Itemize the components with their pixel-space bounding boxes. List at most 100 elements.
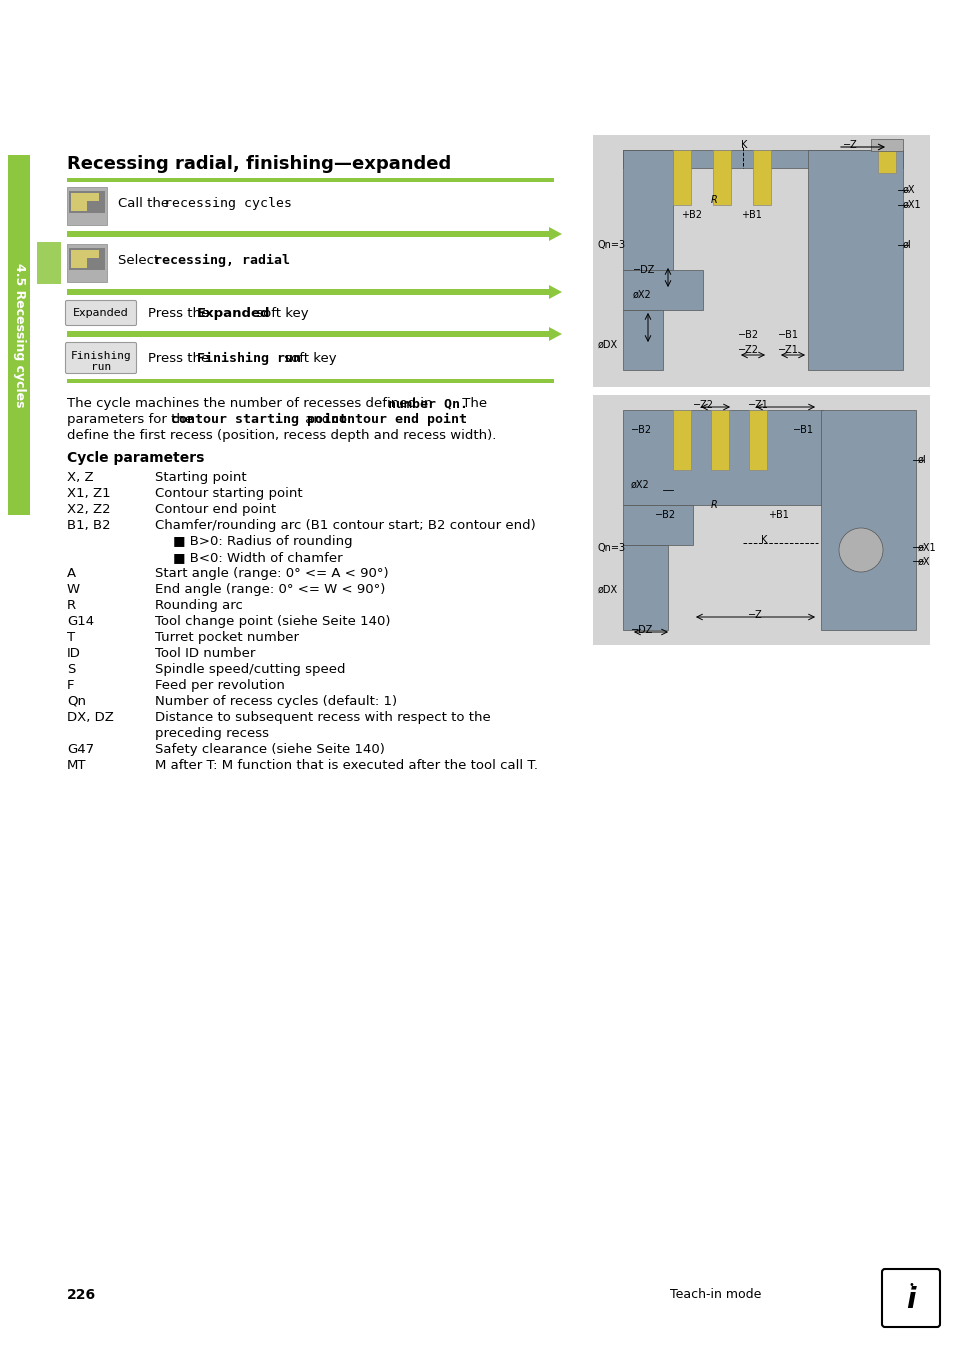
Text: Tool ID number: Tool ID number [154, 647, 255, 660]
Text: number Qn.: number Qn. [388, 397, 468, 410]
Text: +B1: +B1 [767, 510, 788, 520]
Text: Finishing: Finishing [71, 351, 132, 360]
Bar [622, 310, 662, 370]
Bar [821, 410, 915, 630]
Text: ID: ID [67, 647, 81, 660]
Text: A: A [67, 567, 76, 580]
Text: Distance to subsequent recess with respect to the: Distance to subsequent recess with respe… [154, 711, 490, 724]
Text: −B2: −B2 [655, 510, 676, 520]
Bar [807, 150, 902, 370]
Text: preceding recess: preceding recess [154, 728, 269, 740]
Bar [67, 331, 548, 338]
Bar [712, 150, 730, 205]
Text: Tool change point (siehe Seite 140): Tool change point (siehe Seite 140) [154, 616, 390, 628]
Text: −B2: −B2 [738, 329, 759, 340]
Bar [710, 410, 728, 470]
Bar [67, 178, 554, 182]
Text: øDX: øDX [598, 585, 618, 595]
Text: K: K [740, 140, 746, 150]
Text: −Z: −Z [747, 610, 762, 620]
Text: X1, Z1: X1, Z1 [67, 487, 111, 500]
Bar [622, 150, 902, 167]
Text: øI: øI [902, 240, 911, 250]
Text: MT: MT [67, 759, 87, 772]
Text: define the first recess (position, recess depth and recess width).: define the first recess (position, reces… [67, 429, 496, 441]
Text: Feed per revolution: Feed per revolution [154, 679, 285, 693]
Text: X, Z: X, Z [67, 471, 93, 485]
Text: Starting point: Starting point [154, 471, 247, 485]
Bar [752, 150, 770, 205]
Text: Expanded: Expanded [196, 306, 271, 320]
Bar [37, 242, 61, 284]
Text: øDX: øDX [598, 340, 618, 350]
Text: −B2: −B2 [630, 425, 652, 435]
Text: R: R [67, 599, 76, 612]
Text: DX, DZ: DX, DZ [67, 711, 113, 724]
Bar [71, 250, 99, 258]
Text: G47: G47 [67, 743, 94, 756]
Text: recessing cycles: recessing cycles [164, 197, 292, 211]
Text: øX2: øX2 [630, 481, 649, 490]
Text: Safety clearance (siehe Seite 140): Safety clearance (siehe Seite 140) [154, 743, 384, 756]
Text: i: i [905, 1287, 915, 1314]
Bar [870, 139, 902, 151]
Text: soft key: soft key [280, 352, 336, 365]
Circle shape [838, 528, 882, 572]
Bar [593, 135, 929, 387]
Text: S: S [67, 663, 75, 676]
Text: M after T: M function that is executed after the tool call T.: M after T: M function that is executed a… [154, 759, 537, 772]
Bar [67, 289, 548, 296]
Text: contour starting point: contour starting point [171, 413, 347, 427]
Text: −Z: −Z [842, 140, 857, 150]
Text: øX1: øX1 [902, 200, 921, 211]
Bar [622, 410, 822, 505]
Text: Contour starting point: Contour starting point [154, 487, 302, 500]
Bar [71, 250, 87, 269]
Text: parameters for the: parameters for the [67, 413, 197, 427]
Text: Spindle speed/cutting speed: Spindle speed/cutting speed [154, 663, 345, 676]
Text: Cycle parameters: Cycle parameters [67, 451, 204, 464]
Text: Rounding arc: Rounding arc [154, 599, 243, 612]
Bar [69, 190, 105, 213]
Text: −B1: −B1 [778, 329, 799, 340]
Text: Chamfer/rounding arc (B1 contour start; B2 contour end): Chamfer/rounding arc (B1 contour start; … [154, 518, 536, 532]
Polygon shape [548, 285, 561, 298]
Text: and: and [301, 413, 335, 427]
Bar [622, 270, 702, 310]
Text: −Z2: −Z2 [692, 400, 713, 410]
Text: Turret pocket number: Turret pocket number [154, 630, 298, 644]
Text: +B2: +B2 [680, 211, 701, 220]
FancyBboxPatch shape [882, 1269, 939, 1327]
Text: −Z1: −Z1 [778, 346, 798, 355]
FancyBboxPatch shape [66, 343, 136, 374]
FancyBboxPatch shape [66, 301, 136, 325]
Text: End angle (range: 0° <= W < 90°): End angle (range: 0° <= W < 90°) [154, 583, 385, 595]
Text: ■ B<0: Width of chamfer: ■ B<0: Width of chamfer [172, 551, 342, 564]
Text: •: • [907, 1280, 913, 1291]
Text: øX: øX [902, 185, 915, 194]
Bar [593, 396, 929, 645]
Bar [69, 248, 105, 270]
Bar [71, 193, 99, 201]
Bar [622, 150, 672, 270]
Bar [748, 410, 766, 470]
Text: −Z2: −Z2 [738, 346, 759, 355]
Text: Recessing radial, finishing—expanded: Recessing radial, finishing—expanded [67, 155, 451, 173]
Bar [67, 188, 107, 225]
Bar [67, 379, 554, 383]
Text: G14: G14 [67, 616, 94, 628]
Text: Finishing run: Finishing run [196, 352, 301, 365]
Bar [622, 505, 692, 545]
Text: run: run [91, 362, 111, 373]
Text: øX2: øX2 [633, 290, 651, 300]
Text: ■ B>0: Radius of rounding: ■ B>0: Radius of rounding [172, 535, 353, 548]
Text: R: R [710, 194, 717, 205]
Bar [67, 231, 548, 238]
Text: recessing, radial: recessing, radial [153, 254, 290, 267]
Text: øI: øI [917, 455, 925, 464]
Text: Qn: Qn [67, 695, 86, 707]
Bar [8, 155, 30, 514]
Bar [71, 193, 87, 211]
Text: Select: Select [118, 254, 163, 267]
Text: Expanded: Expanded [73, 308, 129, 319]
